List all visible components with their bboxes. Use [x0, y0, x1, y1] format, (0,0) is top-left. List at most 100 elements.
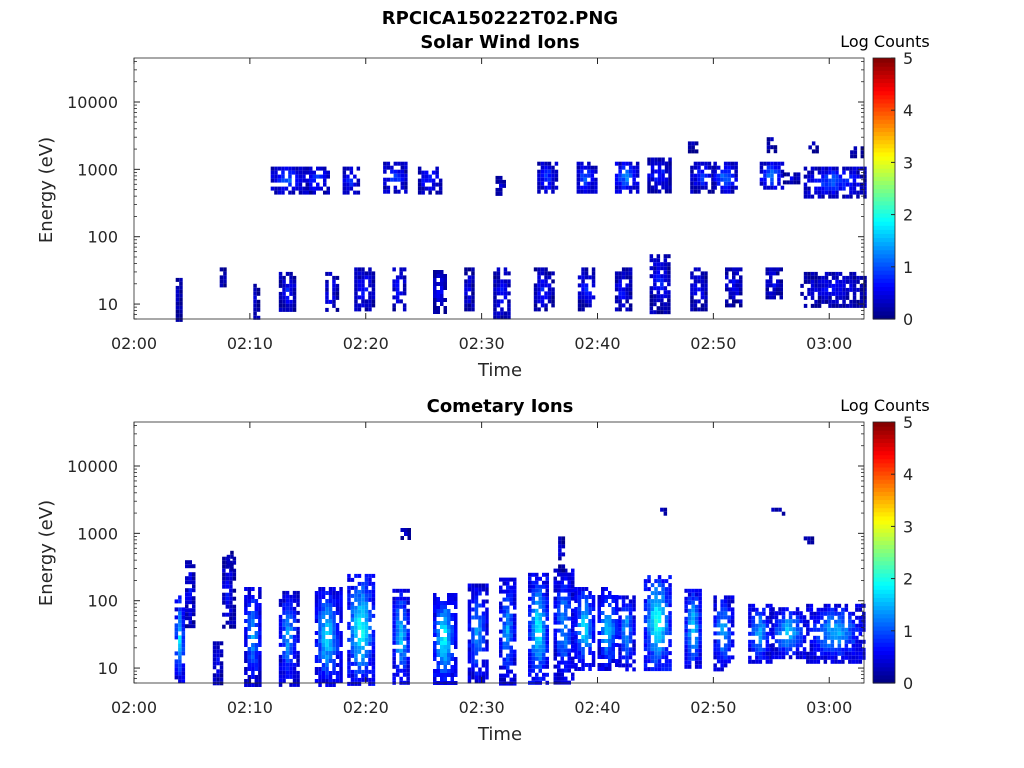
heatmap-cell — [635, 165, 640, 170]
heatmap-cell — [716, 643, 721, 648]
heatmap-cell — [778, 639, 782, 644]
heatmap-cell — [528, 652, 532, 657]
heatmap-cell — [621, 275, 626, 280]
heatmap-cell — [506, 657, 510, 662]
heatmap-cell — [650, 165, 655, 170]
heatmap-cell — [694, 644, 699, 649]
heatmap-cell — [584, 271, 589, 276]
heatmap-cell — [654, 161, 658, 166]
heatmap-cell — [806, 623, 810, 628]
heatmap-cell — [538, 620, 542, 625]
heatmap-cell — [835, 279, 839, 284]
heatmap-cell — [608, 635, 612, 639]
colorbar-step — [873, 638, 895, 643]
heatmap-cell — [793, 176, 797, 181]
heatmap-cell — [474, 587, 479, 592]
heatmap-cell — [691, 608, 695, 613]
heatmap-cells-cometary — [174, 507, 866, 687]
heatmap-cell — [225, 600, 230, 605]
heatmap-cell — [844, 651, 849, 656]
heatmap-cell — [720, 627, 724, 632]
heatmap-cell — [632, 165, 636, 170]
heatmap-cell — [588, 663, 592, 667]
heatmap-cell — [817, 287, 822, 292]
colorbar-step — [873, 560, 895, 566]
heatmap-cell — [732, 279, 736, 284]
heatmap-cell — [778, 623, 782, 628]
heatmap-cell — [776, 271, 780, 276]
heatmap-cell — [357, 609, 362, 614]
heatmap-cell — [653, 266, 657, 271]
heatmap-cell — [774, 647, 779, 652]
heatmap-cell — [436, 641, 440, 645]
heatmap-cell — [278, 622, 283, 627]
heatmap-cell — [597, 599, 601, 603]
heatmap-cell — [828, 166, 832, 171]
heatmap-cell — [614, 299, 619, 304]
heatmap-cell — [368, 613, 372, 618]
heatmap-cell — [766, 141, 771, 146]
heatmap-cell — [728, 279, 732, 284]
heatmap-cell — [700, 177, 705, 182]
heatmap-cell — [406, 660, 410, 665]
heatmap-cell — [285, 650, 290, 655]
heatmap-cell — [838, 174, 843, 179]
heatmap-cell — [758, 655, 763, 660]
heatmap-cell — [342, 170, 347, 175]
heatmap-cell — [406, 616, 410, 621]
heatmap-cell — [471, 631, 475, 636]
heatmap-cell — [581, 639, 585, 643]
heatmap-cell — [542, 664, 546, 669]
heatmap-cell — [664, 627, 669, 632]
heatmap-cell — [827, 647, 831, 652]
heatmap-cell — [312, 190, 316, 195]
heatmap-cell — [395, 632, 400, 637]
heatmap-cell — [443, 282, 447, 286]
heatmap-cell — [755, 611, 759, 616]
heatmap-cell — [474, 631, 479, 636]
heatmap-cell — [450, 673, 454, 677]
heatmap-cell — [285, 271, 290, 276]
heatmap-cell — [618, 615, 622, 620]
heatmap-cell — [185, 616, 189, 621]
heatmap-cell — [779, 291, 783, 296]
heatmap-cell — [581, 267, 585, 272]
heatmap-cell — [590, 165, 595, 170]
heatmap-cell — [852, 287, 857, 292]
heatmap-cell — [542, 612, 546, 617]
heatmap-cell — [795, 651, 800, 656]
heatmap-cell — [499, 183, 503, 188]
heatmap-cell — [849, 166, 853, 171]
heatmap-cell — [513, 585, 517, 590]
heatmap-cell — [813, 639, 817, 644]
heatmap-cell — [625, 659, 629, 664]
heatmap-cell — [395, 295, 400, 300]
heatmap-cell — [828, 295, 832, 300]
heatmap-cell — [649, 290, 654, 295]
heatmap-cell — [325, 271, 329, 276]
heatmap-cell — [656, 286, 661, 291]
heatmap-cell — [810, 178, 815, 183]
panel-solar-wind: Solar Wind Ions Log Counts 02:00 02:10 02:… — [36, 32, 930, 381]
heatmap-cell — [704, 275, 708, 280]
heatmap-cell — [621, 287, 626, 292]
heatmap-cell — [321, 615, 326, 619]
heatmap-cell — [821, 194, 825, 199]
heatmap-cell — [664, 647, 669, 652]
heatmap-cell — [723, 655, 728, 660]
heatmap-cell — [690, 271, 694, 276]
heatmap-cell — [851, 619, 856, 624]
heatmap-cell — [354, 275, 358, 280]
heatmap-cell — [450, 625, 454, 629]
heatmap-cell — [817, 194, 822, 199]
heatmap-cell — [467, 611, 472, 616]
heatmap-cell — [507, 291, 511, 296]
heatmap-cell — [540, 181, 545, 186]
heatmap-cell — [178, 647, 182, 652]
heatmap-cell — [318, 611, 322, 615]
heatmap-cell — [643, 639, 648, 644]
heatmap-cell — [852, 279, 857, 284]
heatmap-cell — [332, 611, 336, 615]
heatmap-cell — [758, 619, 763, 624]
heatmap-cell — [770, 185, 774, 190]
